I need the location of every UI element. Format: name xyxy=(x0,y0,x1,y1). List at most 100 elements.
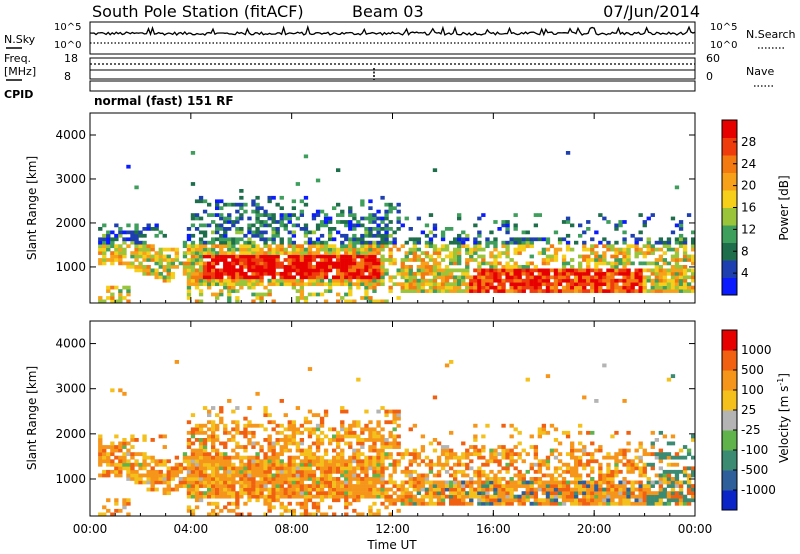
velocity-echo-cell xyxy=(364,459,369,464)
power-echo-cell xyxy=(449,240,454,245)
power-echo-cell xyxy=(227,278,232,283)
velocity-echo-cell xyxy=(594,448,599,453)
power-echo-cell xyxy=(549,285,555,290)
power-echo-cell xyxy=(291,206,297,211)
velocity-echo-cell xyxy=(348,484,353,488)
power-echo-cell xyxy=(485,244,490,249)
power-echo-cell xyxy=(473,278,478,283)
velocity-echo-cell xyxy=(674,494,680,499)
power-echo-cell xyxy=(570,278,575,283)
velocity-echo-cell xyxy=(368,420,373,425)
power-echo-cell xyxy=(227,275,232,280)
velocity-echo-cell xyxy=(364,469,369,474)
power-echo-cell xyxy=(118,230,123,235)
velocity-echo-cell xyxy=(303,416,309,421)
power-echo-cell xyxy=(158,254,163,259)
velocity-echo-cell xyxy=(658,501,664,506)
power-echo-cell xyxy=(263,244,268,249)
velocity-echo-cell xyxy=(307,484,313,488)
velocity-echo-cell xyxy=(666,491,672,496)
power-echo-cell xyxy=(396,209,401,214)
power-echo-cell xyxy=(606,282,611,287)
power-echo-cell xyxy=(198,271,204,276)
power-echo-cell xyxy=(215,268,220,273)
velocity-echo-cell xyxy=(142,462,147,467)
power-echo-cell xyxy=(678,285,684,290)
velocity-echo-cell xyxy=(267,438,272,442)
velocity-echo-cell xyxy=(376,423,381,428)
power-echo-cell xyxy=(428,244,434,249)
power-echo-cell xyxy=(134,254,139,259)
power-echo-cell xyxy=(654,271,660,276)
velocity-echo-cell xyxy=(235,441,240,446)
power-echo-cell xyxy=(626,261,631,266)
velocity-echo-cell xyxy=(388,455,393,460)
power-echo-cell xyxy=(255,244,260,249)
power-colorbar-tick-label: 28 xyxy=(741,135,756,149)
power-echo-cell xyxy=(118,299,123,304)
velocity-echo-cell xyxy=(444,445,450,449)
velocity-echo-cell xyxy=(239,491,244,496)
power-echo-cell xyxy=(376,268,381,273)
power-echo-cell xyxy=(517,247,522,252)
velocity-echo-cell xyxy=(215,448,220,453)
power-echo-cell xyxy=(372,268,377,273)
power-echo-cell xyxy=(162,233,167,238)
velocity-echo-cell xyxy=(505,448,510,453)
power-echo-cell xyxy=(670,265,676,269)
power-echo-cell xyxy=(372,271,377,276)
power-echo-cell xyxy=(231,268,236,273)
power-echo-cell xyxy=(416,247,422,252)
noise-panel-frame xyxy=(89,21,696,55)
power-echo-cell xyxy=(263,209,268,214)
velocity-echo-cell xyxy=(549,501,555,506)
velocity-echo-cell xyxy=(650,466,655,471)
power-echo-cell xyxy=(517,271,522,276)
power-echo-cell xyxy=(489,240,494,245)
power-echo-cell xyxy=(340,265,345,269)
power-echo-cell xyxy=(436,254,442,259)
power-echo-cell xyxy=(336,271,341,276)
velocity-echo-cell xyxy=(594,494,599,499)
velocity-echo-cell xyxy=(283,427,288,432)
power-echo-cell xyxy=(436,251,442,255)
power-echo-cell xyxy=(328,230,333,235)
power-echo-cell xyxy=(243,247,248,252)
power-echo-cell xyxy=(436,268,442,273)
velocity-echo-cell xyxy=(251,487,256,492)
power-echo-cell xyxy=(509,240,514,245)
velocity-echo-cell xyxy=(614,452,619,457)
velocity-echo-cell xyxy=(501,423,506,428)
power-echo-cell xyxy=(642,244,647,249)
velocity-echo-cell xyxy=(662,477,668,481)
power-echo-cell xyxy=(255,213,260,217)
power-echo-cell xyxy=(521,240,526,245)
power-echo-cell xyxy=(267,223,272,228)
power-echo-cell xyxy=(505,278,510,283)
power-echo-cell xyxy=(561,261,567,266)
velocity-echo-cell xyxy=(328,487,333,492)
velocity-echo-cell xyxy=(469,459,474,464)
velocity-echo-cell xyxy=(332,491,337,496)
power-echo-cell xyxy=(598,268,603,273)
power-echo-cell xyxy=(98,227,103,231)
power-echo-cell xyxy=(215,213,220,217)
velocity-echo-cell xyxy=(134,477,139,481)
velocity-echo-cell xyxy=(299,430,305,435)
velocity-echo-cell xyxy=(114,508,119,513)
power-echo-cell xyxy=(223,240,228,245)
velocity-echo-cell xyxy=(287,491,292,496)
power-echo-cell xyxy=(521,247,526,252)
velocity-echo-cell xyxy=(126,459,131,464)
velocity-echo-cell xyxy=(428,480,434,485)
power-echo-cell xyxy=(364,227,369,231)
velocity-colorbar-swatch xyxy=(722,430,737,451)
velocity-echo-cell xyxy=(267,445,272,449)
freq-left-tick-bottom: 8 xyxy=(64,70,71,83)
velocity-echo-cell xyxy=(557,487,563,492)
power-echo-cell xyxy=(666,278,672,283)
velocity-echo-cell xyxy=(352,420,357,425)
velocity-echo-cell xyxy=(142,452,147,457)
velocity-echo-cell xyxy=(537,462,543,467)
power-echo-cell xyxy=(618,223,623,228)
